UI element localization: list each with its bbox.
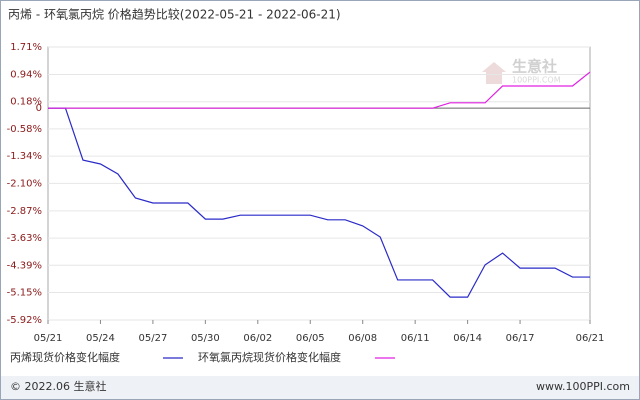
y-tick-label: -3.63% xyxy=(7,233,42,244)
legend-label: 丙烯现货价格变化幅度 xyxy=(10,350,120,364)
x-tick-label: 06/05 xyxy=(296,333,325,344)
footer xyxy=(1,376,639,399)
watermark-url: 100PPI.COM xyxy=(512,76,561,85)
legend-label: 环氧氯丙烷现货价格变化幅度 xyxy=(198,350,341,364)
watermark-icon xyxy=(482,62,506,84)
y-tick-label: 0.94% xyxy=(10,70,42,81)
y-tick-label: 0 xyxy=(36,103,42,114)
x-tick-label: 05/24 xyxy=(86,333,115,344)
series-line xyxy=(48,71,591,109)
y-tick-label: -4.39% xyxy=(7,260,42,271)
y-tick-label: -5.15% xyxy=(7,287,42,298)
x-tick-label: 06/21 xyxy=(576,333,605,344)
x-tick-label: 06/02 xyxy=(243,333,272,344)
x-tick-label: 06/17 xyxy=(506,333,535,344)
x-tick-label: 05/30 xyxy=(191,333,220,344)
x-tick-label: 05/27 xyxy=(138,333,167,344)
y-tick-label: -2.87% xyxy=(7,206,42,217)
x-tick-label: 05/21 xyxy=(34,333,63,344)
y-tick-label: -0.58% xyxy=(7,124,42,135)
footer-url: www.100PPI.com xyxy=(536,380,630,393)
watermark-text: 生意社 xyxy=(512,58,557,76)
x-tick-label: 06/08 xyxy=(348,333,377,344)
y-tick-label: -5.92% xyxy=(7,315,42,326)
chart-title: 丙烯 - 环氧氯丙烷 价格趋势比较(2022-05-21 - 2022-06-2… xyxy=(8,7,341,22)
x-tick-label: 06/14 xyxy=(453,333,482,344)
x-tick-label: 06/11 xyxy=(401,333,430,344)
y-tick-label: 0.18% xyxy=(10,97,42,108)
series-line xyxy=(48,107,590,298)
legend: 丙烯现货价格变化幅度 环氧氯丙烷现货价格变化幅度 xyxy=(10,350,395,364)
y-tick-label: -2.10% xyxy=(7,178,42,189)
footer-copyright: © 2022.06 生意社 xyxy=(10,379,106,393)
y-tick-label: -1.34% xyxy=(7,151,42,162)
watermark: 生意社 100PPI.COM xyxy=(482,58,561,85)
y-tick-label: 1.71% xyxy=(10,42,42,53)
